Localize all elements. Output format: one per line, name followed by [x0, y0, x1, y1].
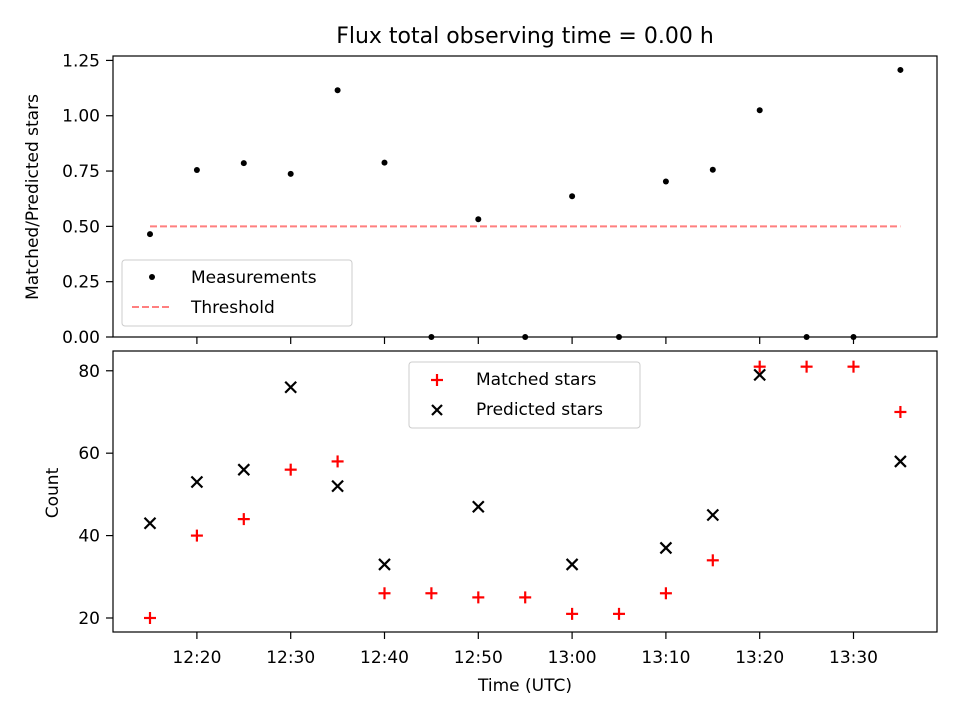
predicted-star-point — [237, 463, 251, 476]
x-tick-label: 13:20 — [735, 648, 784, 668]
matched-star-point — [237, 513, 250, 526]
matched-star-point — [331, 455, 344, 468]
predicted-star-point — [565, 558, 579, 571]
predicted-star-point — [659, 541, 673, 555]
predicted-star-point — [472, 500, 485, 514]
bottom-plot-gridmarks — [143, 360, 907, 624]
matched-star-point — [753, 360, 766, 373]
measurement-point — [193, 166, 200, 173]
x-axis-label: Time (UTC) — [477, 676, 572, 696]
figure-title: Flux total observing time = 0.00 h — [336, 24, 714, 49]
predicted-star-point — [894, 455, 907, 468]
x-tick-label: 13:30 — [829, 648, 878, 668]
legend-measurements-marker — [149, 274, 155, 280]
measurement-point — [709, 166, 716, 173]
measurement-point — [475, 216, 482, 223]
bottom-y-tick-label: 80 — [78, 362, 100, 382]
top-legend-box — [121, 259, 353, 327]
top-legend: Measurements Threshold — [121, 259, 353, 327]
x-tick-label: 12:50 — [454, 648, 503, 668]
measurement-point — [569, 193, 576, 200]
top-plot-frame — [112, 55, 938, 338]
legend-predicted-label: Predicted stars — [476, 400, 603, 420]
legend-predicted-marker — [431, 404, 443, 416]
top-y-tick-label: 0.25 — [62, 273, 100, 293]
predicted-star-point — [706, 508, 720, 522]
matched-star-point — [378, 587, 391, 600]
x-tick-label: 12:20 — [172, 648, 221, 668]
predicted-star-point — [378, 558, 391, 571]
bottom-y-axis-label: Count — [43, 467, 63, 518]
x-tick-label: 12:40 — [360, 648, 409, 668]
legend-threshold-label: Threshold — [190, 298, 275, 318]
matched-star-point — [706, 554, 719, 567]
x-tick-label: 13:10 — [641, 648, 690, 668]
matched-star-point — [847, 360, 860, 373]
matched-star-point — [190, 529, 203, 542]
measurement-point — [240, 160, 247, 167]
bottom-y-ticks: 20 40 60 80 — [78, 362, 113, 629]
matched-star-point — [144, 611, 156, 624]
measurement-point — [334, 87, 341, 94]
matched-star-point — [566, 607, 579, 620]
top-y-tick-label: 1.25 — [62, 51, 100, 71]
top-y-ticks: 0.00 0.25 0.50 0.75 1.00 1.25 — [62, 51, 113, 348]
legend-measurements-label: Measurements — [191, 268, 317, 288]
top-x-ticks — [196, 337, 855, 344]
top-y-tick-label: 0.75 — [62, 162, 100, 182]
bottom-y-tick-label: 60 — [78, 444, 100, 464]
predicted-star-point — [753, 368, 766, 382]
matched-star-point — [284, 463, 297, 476]
bottom-legend-box — [408, 361, 641, 429]
bottom-legend: Matched stars Predicted stars — [408, 361, 641, 429]
predicted-star-point — [143, 516, 157, 530]
matched-star-point — [519, 591, 532, 604]
predicted-star-point — [331, 479, 344, 493]
measurement-point — [381, 159, 388, 166]
measurement-point — [287, 170, 294, 177]
matched-star-point — [472, 591, 485, 604]
top-y-tick-label: 1.00 — [62, 107, 100, 127]
top-y-tick-label: 0.50 — [62, 217, 100, 237]
matched-star-point — [613, 607, 625, 620]
matched-star-point — [425, 587, 438, 600]
bottom-x-ticks: 12:20 12:30 12:40 12:50 13:00 13:10 13:20 13:30 — [172, 632, 878, 668]
measurement-point — [147, 231, 153, 238]
matched-star-point — [800, 360, 813, 373]
legend-matched-label: Matched stars — [476, 370, 596, 390]
top-y-axis-label: Matched/Predicted stars — [23, 94, 43, 300]
top-y-tick-label: 0.00 — [62, 328, 100, 348]
matched-star-point — [659, 587, 672, 600]
bottom-plot-frame — [112, 350, 938, 633]
measurement-point — [756, 107, 763, 114]
predicted-star-point — [190, 475, 204, 489]
x-tick-label: 13:00 — [548, 648, 597, 668]
bottom-y-tick-label: 20 — [78, 609, 100, 629]
bottom-y-tick-label: 40 — [78, 527, 100, 547]
matched-star-point — [894, 405, 907, 418]
x-tick-label: 12:30 — [266, 648, 315, 668]
measurement-point — [897, 66, 904, 73]
measurement-point — [662, 178, 669, 185]
predicted-star-point — [284, 380, 297, 394]
top-plot: 0.00 0.25 0.50 0.75 1.00 1.25 Matched/Predict… — [23, 51, 938, 348]
legend-matched-marker — [431, 374, 443, 386]
